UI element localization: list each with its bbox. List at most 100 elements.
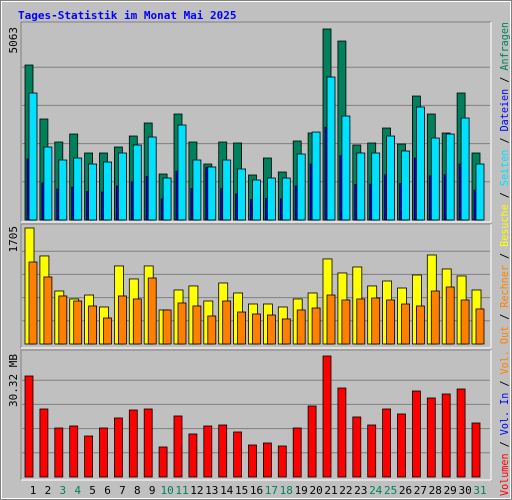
bar: [426, 397, 436, 478]
bar: [411, 390, 421, 478]
bar: [233, 431, 243, 478]
x-tick-label: 27: [414, 484, 427, 497]
bar: [371, 152, 381, 221]
bar: [128, 409, 138, 478]
bar: [430, 290, 440, 345]
bar: [326, 294, 336, 345]
x-tick-label: 8: [134, 484, 141, 497]
x-tick-label: 30: [458, 484, 471, 497]
bar: [445, 286, 455, 345]
bar: [43, 276, 53, 345]
bar: [475, 163, 485, 221]
bar: [445, 133, 455, 221]
bar: [173, 415, 183, 478]
legend-entry: Anfragen: [498, 22, 511, 71]
bar: [222, 300, 232, 345]
x-tick-label: 6: [104, 484, 111, 497]
bar: [296, 153, 306, 221]
bar: [356, 152, 366, 221]
legend-separator: /: [498, 247, 511, 265]
x-tick-label: 4: [74, 484, 81, 497]
legend: Volumen / Vol. In / Vol. Out / Rechner /…: [498, 22, 511, 496]
bar: [69, 425, 79, 478]
x-tick-label: 11: [175, 484, 188, 497]
bar: [132, 298, 142, 345]
x-tick-label: 12: [190, 484, 203, 497]
bar: [266, 314, 276, 345]
bar: [73, 300, 83, 345]
bar: [237, 168, 247, 221]
bar: [456, 388, 466, 478]
bar: [311, 307, 321, 345]
legend-entry: Rechner: [498, 265, 511, 308]
bar: [88, 163, 97, 221]
bar: [54, 427, 64, 478]
bar: [39, 408, 49, 478]
bar: [371, 297, 381, 345]
bar: [143, 408, 153, 478]
bar: [147, 136, 157, 221]
bar: [162, 309, 172, 345]
bar: [84, 435, 93, 478]
bar: [341, 115, 351, 221]
bar: [73, 157, 83, 221]
legend-entry: Volumen: [498, 453, 511, 496]
bar: [307, 405, 317, 478]
bar: [188, 433, 198, 478]
y-tick-label: 1705: [7, 226, 20, 253]
y-tick-label: 5063: [7, 27, 20, 54]
bar: [103, 317, 112, 345]
x-tick-label: 10: [160, 484, 173, 497]
bar: [118, 152, 127, 221]
bar: [99, 427, 108, 478]
legend-separator: /: [498, 186, 511, 204]
x-tick-label: 2: [45, 484, 52, 497]
legend-separator: /: [498, 71, 511, 89]
bar: [356, 298, 366, 345]
x-tick-label: 13: [205, 484, 218, 497]
legend-entry: Vol. In: [498, 393, 511, 436]
bar: [158, 446, 168, 478]
bar: [367, 424, 377, 478]
bar: [162, 177, 172, 221]
bar: [292, 427, 302, 478]
legend-separator: /: [498, 374, 511, 392]
bar: [177, 124, 187, 221]
x-tick-label: 9: [149, 484, 156, 497]
x-tick-label: 21: [324, 484, 337, 497]
bar: [382, 408, 392, 478]
bar: [281, 177, 291, 221]
x-tick-label: 20: [309, 484, 322, 497]
x-tick-label: 15: [235, 484, 248, 497]
bar: [415, 305, 425, 345]
legend-entry: Dateien: [498, 89, 511, 132]
x-tick-label: 5: [89, 484, 96, 497]
bar: [262, 442, 272, 478]
bar: [401, 150, 410, 221]
legend-separator: /: [498, 308, 511, 326]
bar: [397, 413, 406, 478]
bar: [430, 137, 440, 221]
bar: [114, 417, 123, 478]
bar: [441, 393, 451, 478]
bar: [203, 425, 213, 478]
x-tick-label: 23: [354, 484, 367, 497]
legend-entry: Seiten: [498, 150, 511, 186]
bar: [248, 444, 257, 478]
bar: [386, 299, 396, 345]
x-tick-label: 14: [220, 484, 234, 497]
bar: [277, 445, 287, 478]
bar: [28, 261, 38, 345]
bar: [88, 305, 97, 345]
bar: [218, 424, 228, 478]
bar: [341, 299, 351, 345]
bar: [311, 131, 321, 221]
bar: [252, 313, 261, 345]
bar: [322, 355, 332, 478]
x-tick-label: 17: [265, 484, 278, 497]
bar: [352, 416, 362, 478]
legend-entry: Vol. Out: [498, 326, 511, 375]
